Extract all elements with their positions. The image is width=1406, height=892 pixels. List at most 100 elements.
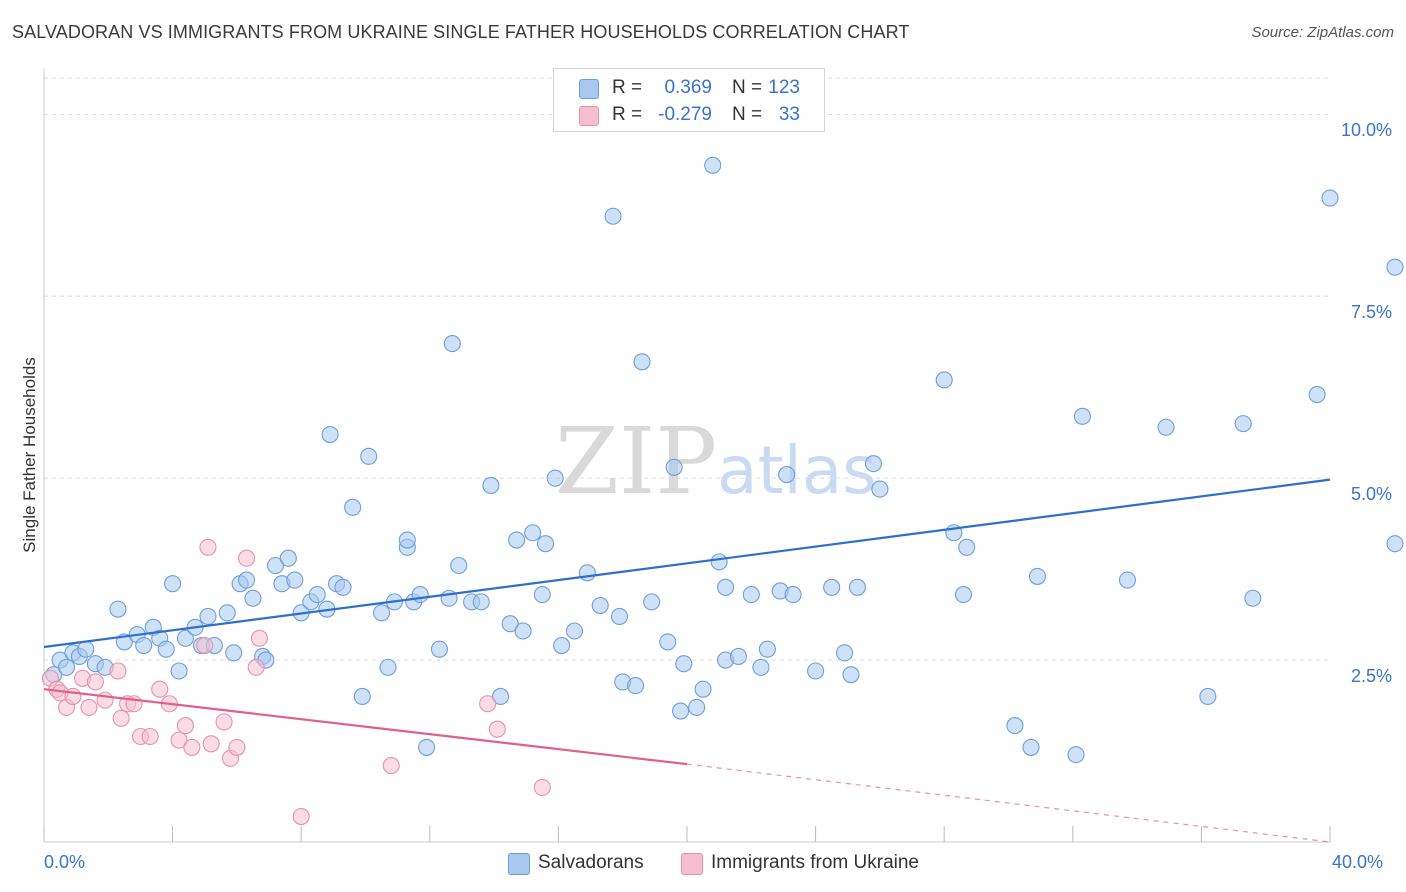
chart-title: SALVADORAN VS IMMIGRANTS FROM UKRAINE SI… — [12, 22, 910, 42]
salvadoran-point — [784, 586, 802, 604]
y-axis-label: Single Father Households — [20, 357, 39, 553]
salvadoran-point — [398, 531, 416, 549]
salvadoran-point — [752, 658, 770, 676]
axis-layer — [43, 68, 1331, 843]
salvadoran-point — [286, 571, 304, 589]
salvadoran-point — [546, 469, 564, 487]
salvadoran-point — [835, 644, 854, 662]
x-tick-label-max: 40.0% — [1332, 852, 1384, 872]
ukraine-point — [183, 738, 201, 756]
salvadoran-point — [244, 589, 262, 607]
salvadoran-point — [742, 586, 760, 604]
salvadoran-point — [672, 702, 690, 720]
ukraine-point — [228, 738, 246, 756]
salvadoran-point — [935, 371, 953, 389]
legend-n-value: 33 — [778, 104, 800, 125]
ukraine-point — [109, 662, 127, 680]
legend-r-label: R = — [612, 104, 643, 125]
y-tick-label: 7.5% — [1350, 302, 1392, 323]
ukraine-point — [382, 757, 400, 775]
ukraine-point — [488, 720, 506, 738]
salvadoran-point — [1234, 415, 1252, 433]
legend-row-salvadorans: R = 0.369 N = 123 — [554, 75, 824, 101]
salvadoran-point — [627, 677, 645, 695]
salvadoran-point — [443, 335, 461, 353]
salvadoran-point — [430, 640, 448, 658]
salvadoran-point — [1118, 571, 1137, 589]
salvadoran-point — [279, 549, 297, 567]
salvadoran-point — [758, 640, 776, 658]
legend-swatch-pink — [579, 106, 599, 126]
salvadoran-point — [871, 480, 889, 498]
salvadoran-point — [536, 535, 555, 553]
ukraine-point — [176, 717, 195, 735]
watermark-zip: ZIP — [555, 408, 718, 515]
ukraine-point — [86, 673, 104, 691]
ukraine-point — [112, 709, 130, 727]
salvadoran-point — [353, 687, 371, 706]
salvadoran-point — [717, 578, 735, 596]
salvadoran-point — [514, 622, 532, 640]
legend-n-label: N = — [732, 77, 763, 98]
legend-swatch-blue — [579, 79, 599, 99]
salvadoran-point — [1022, 738, 1040, 756]
legend-r-value: -0.279 — [658, 104, 712, 125]
ukraine-point — [292, 807, 310, 826]
watermark-atlas: atlas — [717, 432, 877, 509]
salvadoran-point — [954, 586, 973, 604]
salvadoran-point — [1321, 189, 1339, 207]
salvadoran-point — [565, 622, 584, 640]
ukraine-point — [80, 698, 98, 716]
salvadoran-point — [604, 207, 622, 225]
ukraine-trend-line — [43, 688, 688, 766]
salvadoran-point — [591, 596, 609, 615]
salvadoran-point — [157, 640, 175, 658]
salvadoran-point — [578, 564, 596, 582]
ukraine-point — [141, 727, 159, 746]
source-note: Source: ZipAtlas.com — [1251, 24, 1394, 41]
salvadoran-point — [524, 524, 542, 542]
salvadoran-point — [109, 600, 127, 618]
salvadoran-point — [553, 636, 571, 655]
salvadoran-point — [450, 556, 468, 575]
salvadoran-point — [688, 698, 706, 716]
salvadoran-point — [659, 633, 677, 651]
ukraine-point — [96, 691, 114, 709]
ukraine-point — [247, 658, 265, 676]
legend-r-value: 0.369 — [664, 77, 712, 98]
salvadoran-point — [1386, 258, 1404, 276]
ukraine-point — [151, 680, 169, 698]
ukraine-point — [199, 538, 217, 556]
salvadoran-point — [842, 666, 860, 684]
salvadoran-point — [675, 655, 693, 673]
salvadoran-point — [633, 353, 651, 371]
grid-layer — [44, 77, 1330, 661]
bottom-legend-label: Salvadorans — [538, 852, 644, 873]
salvadoran-point — [1244, 589, 1262, 607]
ukraine-trend-extension — [686, 763, 1331, 843]
salvadoran-point — [176, 629, 195, 647]
ukraine-point — [250, 629, 268, 647]
salvadoran-point — [823, 578, 841, 596]
salvadoran-point — [1386, 535, 1404, 553]
y-tick-label: 10.0% — [1340, 120, 1392, 141]
salvadoran-point — [533, 586, 551, 604]
bottom-legend-swatch-pink — [681, 853, 703, 875]
salvadoran-point — [308, 586, 326, 604]
ukraine-point — [170, 731, 188, 749]
salvadoran-point — [1308, 385, 1326, 404]
salvadoran-point — [77, 640, 95, 658]
watermark: ZIPatlas — [555, 408, 877, 515]
salvadoran-point — [170, 662, 188, 680]
salvadoran-point — [1067, 746, 1085, 764]
bottom-legend-swatch-blue — [508, 853, 530, 875]
legend-row-ukraine: R = -0.279 N = 33 — [554, 102, 824, 128]
salvadoran-point — [729, 647, 747, 666]
salvadoran-point — [508, 531, 526, 549]
ukraine-point — [479, 695, 497, 713]
salvadoran-point — [418, 738, 436, 756]
salvadoran-point — [225, 644, 243, 662]
salvadoran-trend-line — [43, 478, 1331, 649]
y-tick-label: 5.0% — [1350, 484, 1392, 505]
